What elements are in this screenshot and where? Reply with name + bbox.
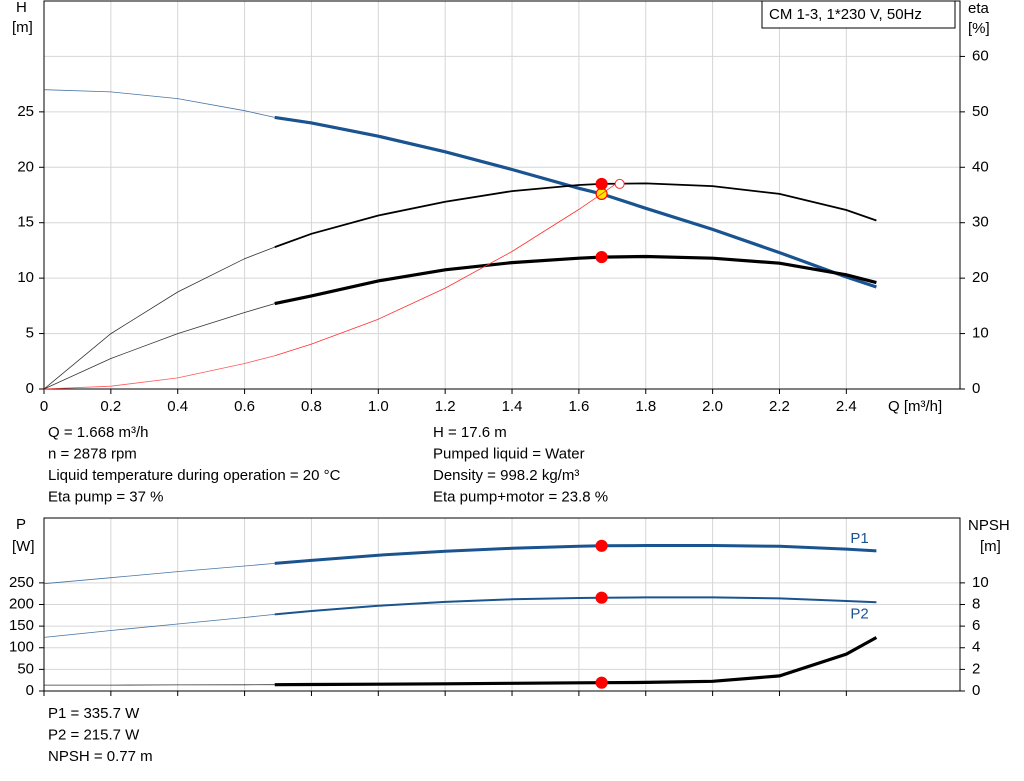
y2-tick-label: 30 (972, 214, 989, 231)
readout: n = 2878 rpm (48, 445, 137, 462)
y-tick-label: 5 (26, 325, 34, 342)
x-tick-label: 2.0 (702, 398, 723, 415)
curve (274, 115, 877, 289)
y2-axis-label: NPSH (968, 517, 1010, 534)
x-tick-label: 0.4 (167, 398, 188, 415)
y2-tick-label: 10 (972, 574, 989, 591)
readout: Eta pump = 37 % (48, 488, 164, 505)
x-tick-label: 2.4 (836, 398, 857, 415)
y2-tick-label: 60 (972, 47, 989, 64)
y-tick-label: 25 (17, 103, 34, 120)
x-tick-label: 1.0 (368, 398, 389, 415)
readout: Q = 1.668 m³/h (48, 424, 148, 441)
y2-axis-label: eta (968, 0, 990, 17)
y2-tick-label: 20 (972, 269, 989, 286)
series-label: P2 (850, 605, 868, 622)
y-tick-label: 150 (9, 617, 34, 634)
readout: Pumped liquid = Water (433, 445, 585, 462)
y2-tick-label: 50 (972, 103, 989, 120)
curve (274, 183, 616, 357)
x-axis-label: Q [m³/h] (888, 398, 942, 415)
y2-tick-label: 0 (972, 380, 980, 397)
duty-point (595, 177, 608, 191)
y-tick-label: 0 (26, 380, 34, 397)
y-axis-label: H (16, 0, 27, 16)
y-tick-label: 250 (9, 574, 34, 591)
curve (274, 544, 877, 565)
title-box (761, 0, 956, 29)
y-axis-unit: [m] (12, 19, 33, 36)
y2-axis-unit: [%] (968, 20, 990, 37)
readout: H = 17.6 m (433, 424, 507, 441)
duty-point (595, 250, 608, 264)
duty-point (595, 676, 608, 689)
y2-tick-label: 10 (972, 325, 989, 342)
curve-extrapolated (43, 614, 275, 638)
y2-tick-label: 4 (972, 639, 980, 656)
readout: Liquid temperature during operation = 20… (48, 467, 341, 484)
curve-extrapolated (43, 303, 275, 390)
y-axis-label: P (16, 516, 26, 533)
x-tick-label: 0.6 (234, 398, 255, 415)
x-tick-label: 0 (40, 398, 48, 415)
end-point (614, 178, 625, 189)
duty-point (595, 591, 608, 604)
readout: P1 = 335.7 W (48, 705, 140, 722)
x-tick-label: 0.2 (100, 398, 121, 415)
y2-tick-label: 40 (972, 158, 989, 175)
readout: Eta pump+motor = 23.8 % (433, 488, 608, 505)
y-tick-label: 20 (17, 158, 34, 175)
y-tick-label: 0 (26, 682, 34, 699)
y-tick-label: 50 (17, 660, 34, 677)
y-tick-label: 200 (9, 595, 34, 612)
curve (274, 596, 877, 616)
y2-tick-label: 6 (972, 617, 980, 634)
curve-extrapolated (43, 246, 275, 390)
curve (274, 182, 877, 248)
y2-tick-label: 2 (972, 660, 980, 677)
x-tick-label: 1.4 (502, 398, 523, 415)
y-axis-unit: [W] (12, 538, 35, 555)
readout: P2 = 215.7 W (48, 726, 140, 743)
readout: NPSH = 0.77 m (48, 748, 153, 765)
x-tick-label: 2.2 (769, 398, 790, 415)
x-tick-label: 1.6 (568, 398, 589, 415)
y-tick-label: 10 (17, 269, 34, 286)
readout: Density = 998.2 kg/m³ (433, 467, 579, 484)
y-tick-label: 100 (9, 639, 34, 656)
curve-extrapolated (43, 89, 275, 118)
series-label: P1 (850, 530, 868, 547)
x-tick-label: 1.2 (435, 398, 456, 415)
y-tick-label: 15 (17, 214, 34, 231)
y2-axis-unit: [m] (980, 538, 1001, 555)
curve-extrapolated (43, 563, 275, 585)
duty-point (595, 539, 608, 552)
curve (274, 636, 878, 687)
y2-tick-label: 8 (972, 595, 980, 612)
y2-tick-label: 0 (972, 682, 980, 699)
x-tick-label: 1.8 (635, 398, 656, 415)
curve (274, 254, 877, 306)
x-tick-label: 0.8 (301, 398, 322, 415)
curve-extrapolated (43, 355, 275, 390)
plot-frame (43, 0, 961, 390)
chart-title: CM 1-3, 1*230 V, 50Hz (769, 6, 922, 23)
